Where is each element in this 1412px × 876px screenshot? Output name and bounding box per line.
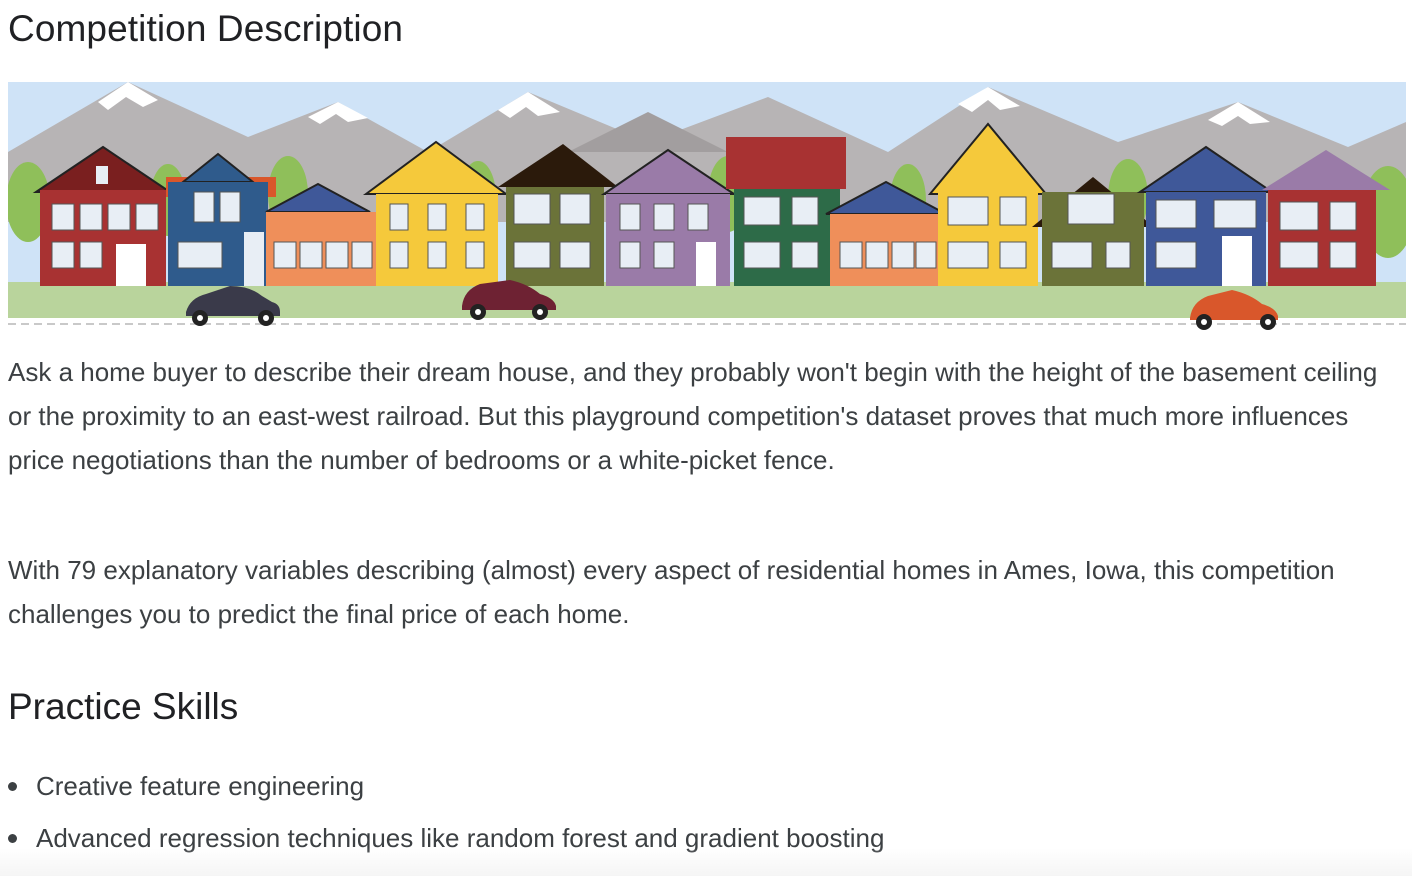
skills-title: Practice Skills	[8, 686, 239, 727]
description-paragraph-2: With 79 explanatory variables describing…	[8, 555, 1335, 629]
bullet-icon	[8, 782, 17, 791]
list-item: Creative feature engineering	[8, 760, 1398, 812]
banner-image	[8, 82, 1406, 330]
section-title: Competition Description	[8, 8, 404, 49]
list-item-label: Creative feature engineering	[36, 771, 365, 801]
bullet-icon	[8, 834, 17, 843]
car-icon	[462, 280, 556, 320]
car-icon	[186, 286, 280, 326]
bottom-fade	[0, 848, 1412, 876]
car-icon	[1190, 290, 1278, 330]
house-illustration-icon	[8, 82, 1406, 330]
description-paragraph-1: Ask a home buyer to describe their dream…	[8, 357, 1378, 475]
